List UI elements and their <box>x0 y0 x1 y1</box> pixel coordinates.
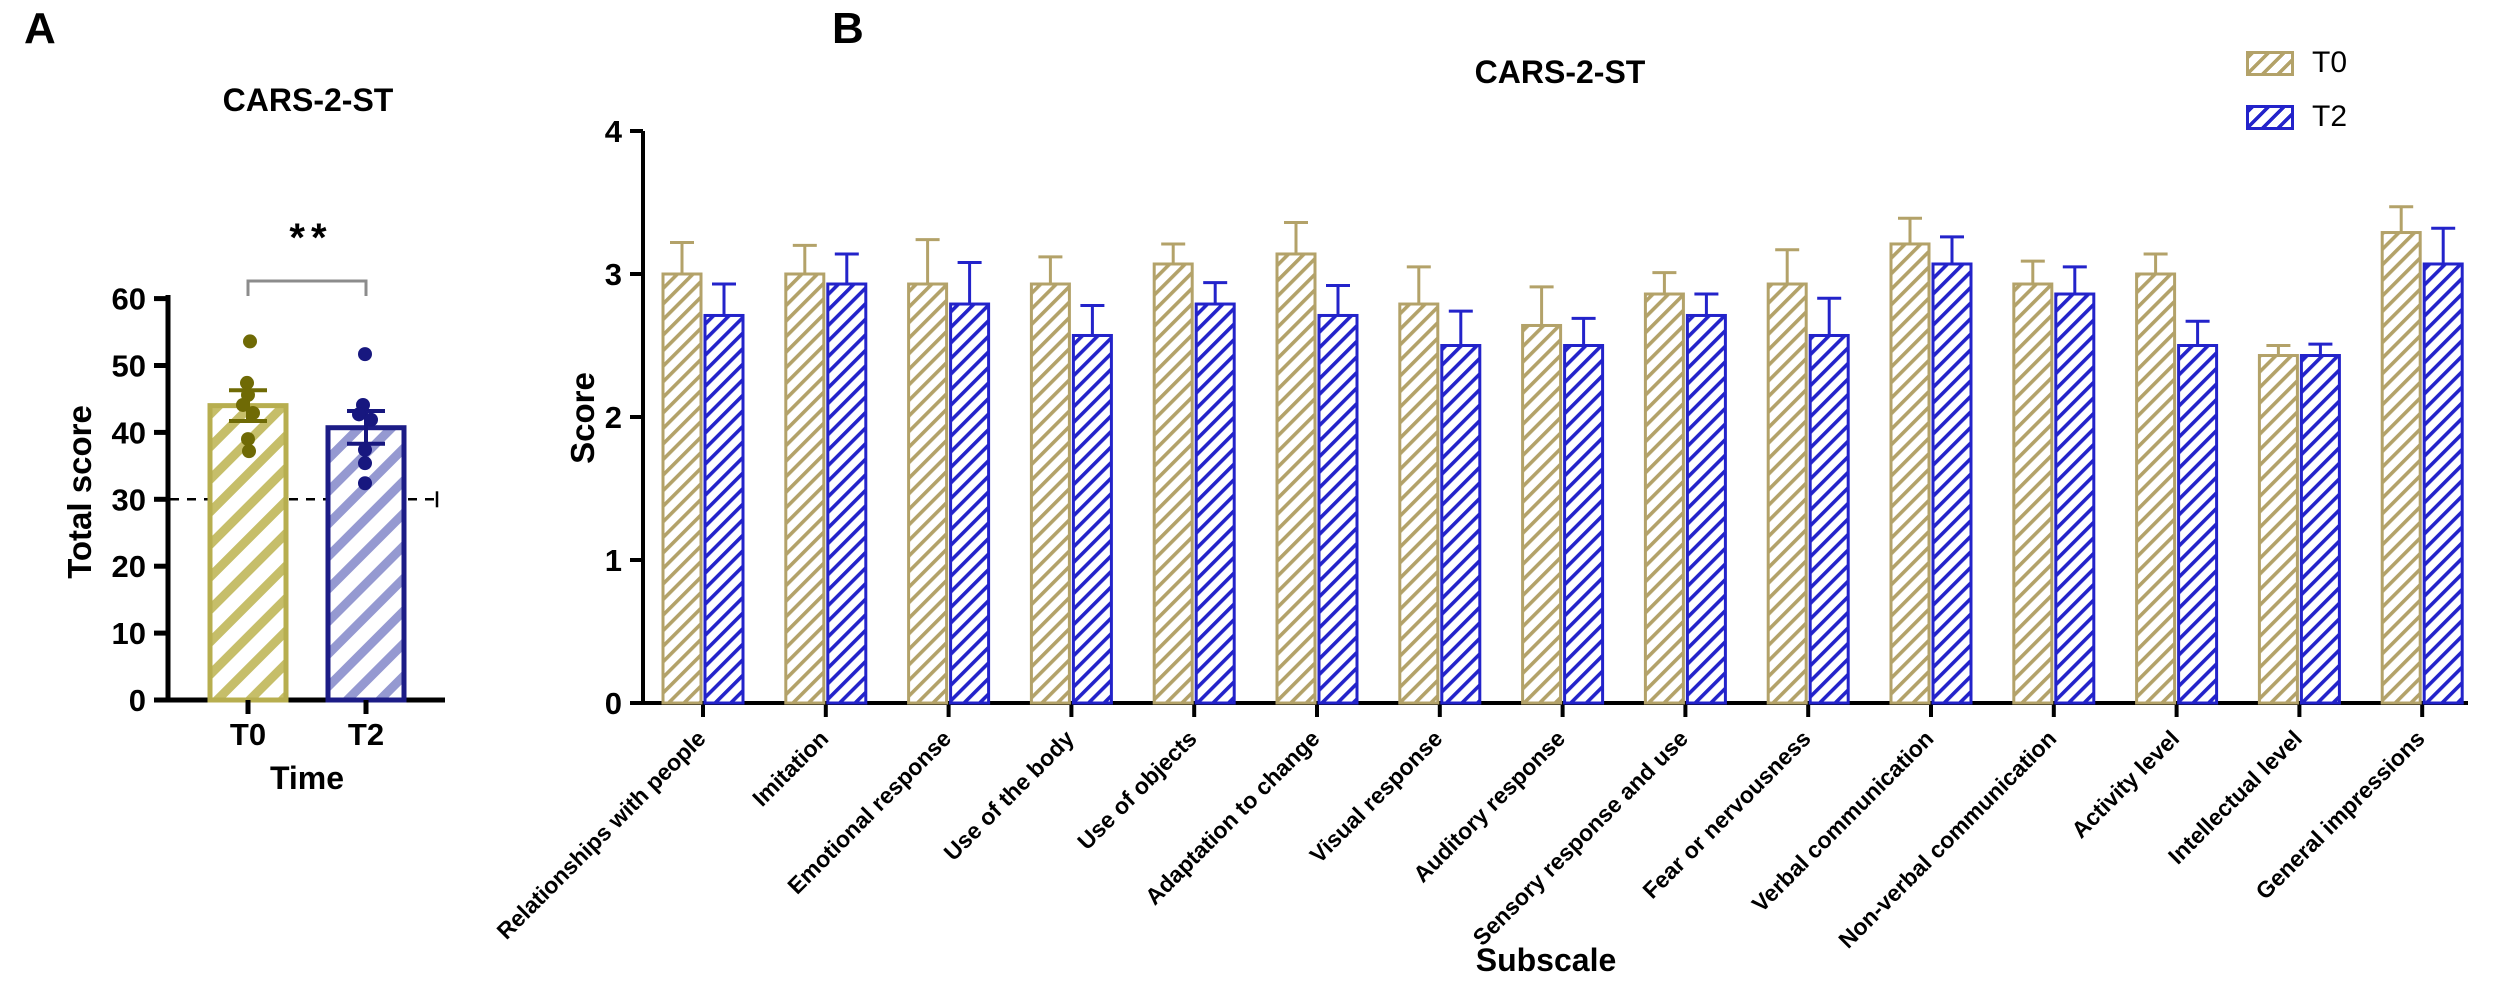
bar-t2-use-of-objects <box>1194 302 1236 705</box>
legend-swatch-t2-icon <box>2246 104 2294 130</box>
bar-t0-use-of-the-body <box>1029 282 1071 705</box>
bar-t0-general-impressions <box>2380 231 2422 705</box>
category-label-intellectual-level: Intellectual level <box>2163 725 2307 869</box>
bar-t2-use-of-the-body <box>1071 333 1113 705</box>
category-label-non-verbal-communication: Non-verbal communication <box>1833 725 2061 953</box>
panel-a-label: A <box>24 4 56 53</box>
legend-item-t0: T0 <box>2246 46 2347 80</box>
panel-b-label: B <box>832 4 864 53</box>
panel-b-title: CARS-2-ST <box>1474 54 1646 90</box>
category-label-relationships-with-people: Relationships with people <box>492 725 711 944</box>
legend-swatch-t0-icon <box>2246 50 2294 76</box>
panel-a-ytick-label-40: 40 <box>112 415 146 450</box>
panel-a-xtick-label-t0: T0 <box>230 717 266 752</box>
data-point-t0 <box>236 397 250 412</box>
data-point-t0 <box>243 334 257 349</box>
bar-t2-verbal-communication <box>1931 262 1973 705</box>
bar-t0-adaptation-to-change <box>1275 252 1317 705</box>
data-point-t0 <box>246 405 260 420</box>
panel-b-ytick-label-0: 0 <box>605 686 622 721</box>
panel-a-ytick-label-30: 30 <box>112 482 146 517</box>
bar-t0-sensory-response-and-use <box>1643 292 1685 705</box>
significance-bracket <box>246 279 368 296</box>
bar-t2-adaptation-to-change <box>1317 313 1359 705</box>
legend-label-t2: T2 <box>2312 100 2348 133</box>
data-point-t2 <box>364 412 378 427</box>
bar-t0-visual-response <box>1398 302 1440 705</box>
bar-t0-imitation <box>784 272 826 705</box>
bar-t0-fear-or-nervousness <box>1766 282 1808 705</box>
panel-a-ytick-label-20: 20 <box>112 549 146 584</box>
legend-label-t0: T0 <box>2312 46 2348 79</box>
category-label-visual-response: Visual response <box>1305 725 1448 868</box>
bar-t2-visual-response <box>1440 344 1482 705</box>
category-label-imitation: Imitation <box>747 725 833 811</box>
bar-t2-intellectual-level <box>2299 354 2341 705</box>
legend: T0 T2 <box>2246 46 2347 134</box>
bar-t0-emotional-response <box>907 282 949 705</box>
data-point-t0 <box>241 432 255 447</box>
bar-t0-auditory-response <box>1521 323 1563 705</box>
panel-a-x-axis-title: Time <box>269 760 345 796</box>
category-label-sensory-response-and-use: Sensory response and use <box>1468 725 1693 950</box>
panel-b-x-axis-title: Subscale <box>1475 942 1617 978</box>
bar-t0-non-verbal-communication <box>2012 282 2054 705</box>
panel-a-ytick-label-10: 10 <box>112 616 146 651</box>
category-label-use-of-the-body: Use of the body <box>939 725 1080 866</box>
bar-t2-sensory-response-and-use <box>1685 313 1727 705</box>
category-label-activity-level: Activity level <box>2066 725 2184 843</box>
bar-t0-activity-level <box>2135 272 2177 705</box>
bar-t2-non-verbal-communication <box>2054 292 2096 705</box>
panel-a-ytick-label-50: 50 <box>112 349 146 384</box>
significance-stars: ** <box>289 216 333 260</box>
bar-t0-intellectual-level <box>2257 354 2299 705</box>
bar-t2-imitation <box>826 282 868 705</box>
panel-a-y-axis-title: Total score <box>61 405 98 579</box>
bar-t2-relationships-with-people <box>703 313 745 705</box>
bar-t2-fear-or-nervousness <box>1808 333 1850 705</box>
data-point-t0 <box>242 444 256 459</box>
panel-a-title: CARS-2-ST <box>222 82 394 118</box>
panel-b-y-axis-title: Score <box>564 372 601 464</box>
panel-a-ytick-label-60: 60 <box>112 282 146 317</box>
data-point-t2 <box>352 407 366 422</box>
bar-t0-use-of-objects <box>1152 262 1194 705</box>
panel-b-ytick-label-1: 1 <box>605 543 622 578</box>
legend-item-t2: T2 <box>2246 100 2347 134</box>
panel-b-ytick-label-3: 3 <box>605 257 622 292</box>
bar-t2-activity-level <box>2177 344 2219 705</box>
bar-t0-verbal-communication <box>1889 242 1931 705</box>
data-point-t2 <box>358 456 372 471</box>
category-label-use-of-objects: Use of objects <box>1072 725 1202 855</box>
bar-t2-emotional-response <box>949 302 991 705</box>
panel-b-ytick-label-4: 4 <box>605 114 623 149</box>
bar-t2-general-impressions <box>2422 262 2464 705</box>
panel-a-xtick-label-t2: T2 <box>348 717 384 752</box>
data-point-t2 <box>358 347 372 362</box>
panel-a-ytick-label-0: 0 <box>129 683 146 718</box>
bar-t2-auditory-response <box>1563 344 1605 705</box>
data-point-t0 <box>240 375 254 390</box>
data-point-t2 <box>358 442 372 457</box>
bar-t0-relationships-with-people <box>661 272 703 705</box>
data-point-t2 <box>358 476 372 491</box>
panel-b-ytick-label-2: 2 <box>605 400 622 435</box>
